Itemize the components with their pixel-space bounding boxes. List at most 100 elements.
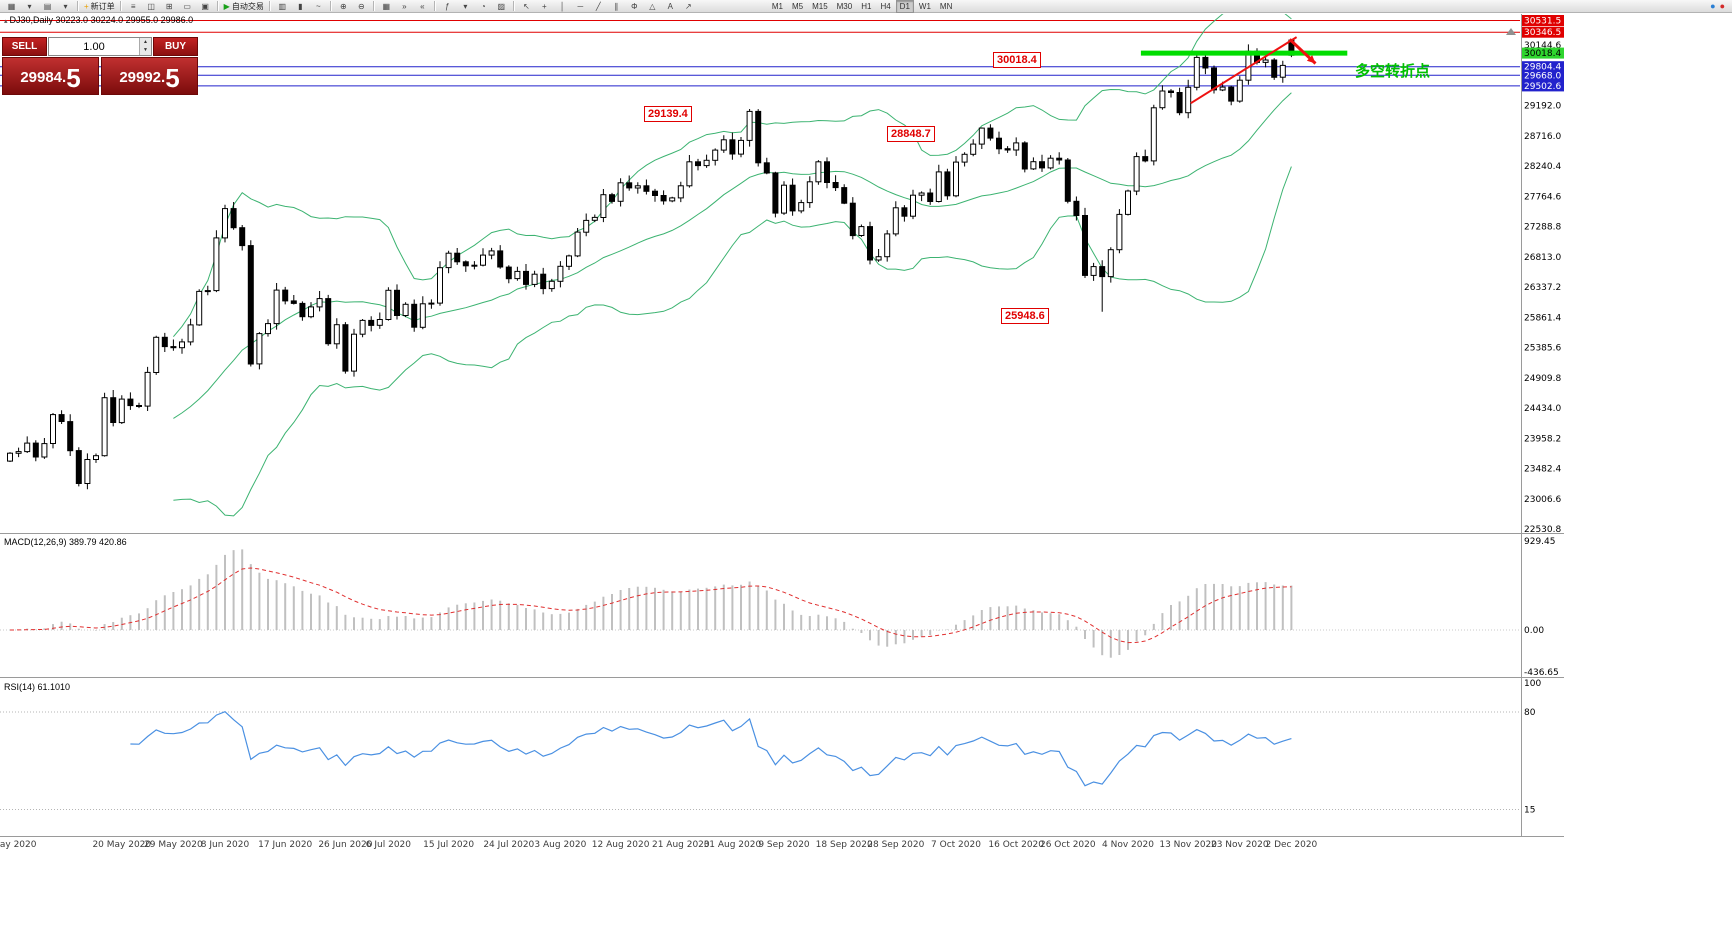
timeframe-bar: M1 M5 M15 M30 H1 H4 D1 W1 MN: [768, 0, 957, 13]
toolbar-separator: [216, 1, 219, 11]
panel-divider: [0, 836, 1564, 837]
indicators-dropdown[interactable]: ▾: [463, 1, 468, 11]
macd-label: MACD(12,26,9) 389.79 420.86: [4, 537, 127, 547]
buy-button[interactable]: BUY: [153, 37, 198, 56]
new-order-button[interactable]: + 新订单: [84, 1, 115, 11]
community-help-icon[interactable]: ●: [1710, 0, 1716, 11]
sell-button[interactable]: SELL: [2, 37, 47, 56]
volume-increase-button[interactable]: ▲: [140, 38, 151, 47]
sell-price[interactable]: 29984. 5: [2, 57, 99, 95]
svg-text:29804.4: 29804.4: [1524, 63, 1561, 73]
svg-text:80: 80: [1524, 708, 1536, 718]
data-window-button[interactable]: ◫: [147, 1, 155, 11]
panel-divider[interactable]: [0, 533, 1564, 534]
timeframe-H1[interactable]: H1: [861, 1, 872, 11]
channel-button[interactable]: ∥: [614, 1, 619, 11]
scroll-marker-icon[interactable]: [1506, 28, 1516, 35]
crosshair-button[interactable]: +: [541, 1, 547, 11]
rsi-panel[interactable]: 100 80 15: [0, 678, 1564, 836]
price-annotation-28848[interactable]: 28848.7: [887, 126, 935, 142]
trend-line[interactable]: [1190, 36, 1298, 105]
zoom-in-button[interactable]: ⊕: [339, 1, 347, 11]
terminal-button[interactable]: ▭: [183, 1, 191, 11]
price-annotation-29139[interactable]: 29139.4: [644, 106, 692, 122]
svg-text:26 Jun 2020: 26 Jun 2020: [318, 840, 372, 850]
price-annotation-25948[interactable]: 25948.6: [1001, 308, 1049, 324]
svg-text:23006.6: 23006.6: [1524, 495, 1561, 505]
svg-text:28240.4: 28240.4: [1524, 162, 1561, 172]
price-axis-divider[interactable]: [1521, 14, 1522, 836]
one-click-trading-widget: SELL ▲ ▼ BUY 29984.5 29992.5: [2, 37, 198, 95]
svg-text:0.00: 0.00: [1524, 626, 1544, 636]
new-chart-button[interactable]: ▦: [7, 1, 16, 11]
svg-text:-436.65: -436.65: [1524, 668, 1559, 677]
panel-divider[interactable]: [0, 677, 1564, 678]
svg-text:7 Oct 2020: 7 Oct 2020: [931, 840, 981, 850]
profiles-dropdown[interactable]: ▾: [63, 1, 68, 11]
fibonacci-button[interactable]: Φ: [631, 1, 638, 11]
price-chart-panel[interactable]: 30144.629668.429192.028716.028240.427764…: [0, 14, 1564, 533]
svg-text:26813.0: 26813.0: [1524, 253, 1561, 263]
timeframe-W1[interactable]: W1: [918, 1, 931, 11]
news-alert-icon[interactable]: ●: [1719, 0, 1725, 11]
main-toolbar: ▦ ▾ ▤ ▾ + 新订单 ≡ ◫ ⊞ ▭ ▣ ▶ 自动交易 ▥ ▮ ~ ⊕ ⊖ ▦ » « ƒ ▾ ◔ ▨ ↖ + │ ─ ╱ ∥ Φ △ A ↗…: [0, 0, 1732, 13]
templates-dropdown[interactable]: ▨: [497, 1, 506, 11]
line-chart-button[interactable]: ~: [315, 1, 321, 11]
trendline-button[interactable]: ╱: [595, 1, 601, 11]
zoom-out-button[interactable]: ⊖: [357, 1, 365, 11]
timeframe-M15[interactable]: M15: [812, 1, 828, 11]
bar-chart-button[interactable]: ▥: [278, 1, 287, 11]
volume-input[interactable]: [49, 38, 139, 55]
timeframe-D1[interactable]: D1: [895, 0, 914, 13]
shapes-button[interactable]: △: [649, 1, 656, 11]
macd-panel[interactable]: 929.45 0.00 -436.65: [0, 534, 1564, 677]
periods-dropdown[interactable]: ◔: [480, 1, 486, 11]
arrows-button[interactable]: ↗: [684, 1, 692, 11]
down-arrow[interactable]: [1288, 38, 1317, 65]
candlestick-chart-button[interactable]: ▮: [298, 1, 303, 11]
price-annotation-30018[interactable]: 30018.4: [993, 52, 1041, 68]
strategy-tester-button[interactable]: ▣: [201, 1, 209, 11]
timeframe-M5[interactable]: M5: [791, 1, 804, 11]
svg-text:12 Aug 2020: 12 Aug 2020: [592, 840, 650, 850]
candlestick-series[interactable]: [7, 39, 1295, 485]
timeframe-M1[interactable]: M1: [771, 1, 783, 11]
axis-price-marker: 30018.4: [1522, 47, 1564, 59]
indicators-button[interactable]: ƒ: [445, 1, 450, 11]
svg-text:29668.0: 29668.0: [1524, 71, 1561, 81]
vertical-line-button[interactable]: │: [559, 1, 565, 11]
symbol-marker-icon[interactable]: ▴: [4, 18, 8, 25]
timeframe-H4[interactable]: H4: [880, 1, 891, 11]
svg-text:16 Oct 2020: 16 Oct 2020: [988, 840, 1044, 850]
new-chart-dropdown[interactable]: ▾: [27, 1, 32, 11]
chart-shift-button[interactable]: «: [420, 1, 425, 11]
macd-histogram: [17, 549, 1293, 658]
auto-scroll-button[interactable]: »: [402, 1, 407, 11]
text-button[interactable]: A: [667, 1, 673, 11]
buy-price[interactable]: 29992. 5: [101, 57, 198, 95]
svg-text:24 Jul 2020: 24 Jul 2020: [483, 840, 534, 850]
svg-text:9 Sep 2020: 9 Sep 2020: [758, 840, 810, 850]
volume-field: ▲ ▼: [48, 37, 152, 56]
toolbar-separator: [119, 1, 122, 11]
timeframe-M30[interactable]: M30: [836, 1, 853, 11]
turning-point-note[interactable]: 多空转折点: [1355, 63, 1431, 80]
axis-price-marker: 29668.0: [1522, 69, 1564, 81]
profiles-button[interactable]: ▤: [43, 1, 52, 11]
svg-text:28 Sep 2020: 28 Sep 2020: [867, 840, 924, 850]
autotrading-button[interactable]: ▶ 自动交易: [223, 1, 264, 11]
market-watch-button[interactable]: ≡: [130, 1, 136, 11]
volume-decrease-button[interactable]: ▼: [140, 46, 151, 55]
svg-text:27288.8: 27288.8: [1524, 223, 1561, 233]
navigator-button[interactable]: ⊞: [165, 1, 173, 11]
svg-text:23482.4: 23482.4: [1524, 465, 1561, 475]
svg-text:4 Nov 2020: 4 Nov 2020: [1102, 840, 1154, 850]
svg-text:30144.6: 30144.6: [1524, 41, 1561, 51]
svg-text:100: 100: [1524, 679, 1541, 689]
horizontal-line-button[interactable]: ─: [577, 1, 584, 11]
tile-windows-button[interactable]: ▦: [382, 1, 391, 11]
timeframe-MN[interactable]: MN: [939, 1, 953, 11]
chart-title: ▴ DJ30,Daily 30223.0 30224.0 29955.0 2998…: [4, 15, 193, 25]
cursor-button[interactable]: ↖: [522, 1, 530, 11]
